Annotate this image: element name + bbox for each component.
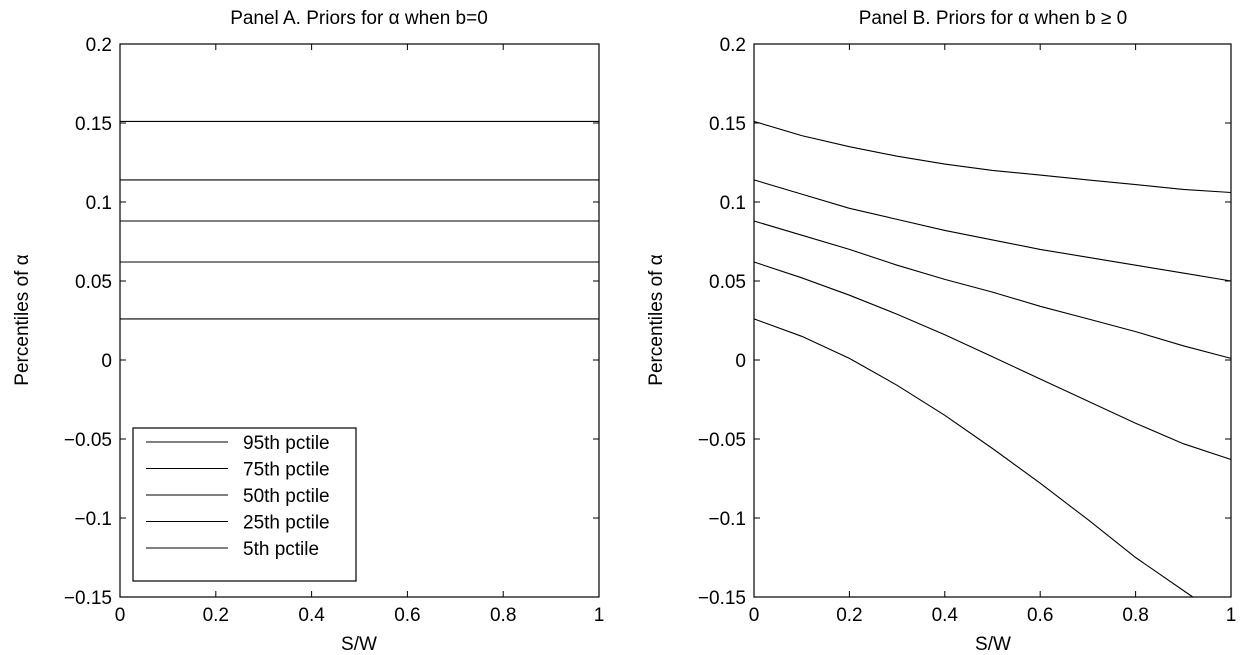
legend-label-75th-pctile: 75th pctile (243, 460, 330, 481)
panel-b-ytick-label: 0 (735, 351, 746, 372)
panel-a-xtick-label: 0.4 (298, 605, 325, 626)
panel-b-axes-box (753, 43, 1232, 598)
panel-b-line-75th-pctile (753, 179, 1232, 282)
panel-b-title: Panel B. Priors for α when b ≥ 0 (859, 8, 1128, 29)
panel-a-ylabel: Percentiles of α (12, 254, 33, 385)
panel-a-ytick-label: −0.05 (64, 430, 112, 451)
panel-b-xtick-label: 0.8 (1122, 605, 1148, 626)
panel-a-ytick-label: 0.1 (86, 193, 112, 214)
panel-b-line-95th-pctile (753, 120, 1232, 194)
panel-b-x-ticks: 0 0.2 0.4 0.6 0.8 1 (749, 44, 1237, 626)
panel-b-xtick-label: 1 (1226, 605, 1237, 626)
panel-b-ytick-label: −0.05 (698, 430, 746, 451)
panel-a-xtick-label: 0.2 (203, 605, 229, 626)
panel-b-xtick-label: 0.4 (932, 605, 959, 626)
panel-a-y-ticks: −0.15 −0.1 −0.05 0 0.05 0.1 0.15 0.2 (64, 35, 599, 609)
legend-label-95th-pctile: 95th pctile (243, 433, 330, 454)
panel-a-lines (120, 120, 599, 320)
legend-label-5th-pctile: 5th pctile (243, 539, 319, 560)
panel-a-ytick-label: 0 (101, 351, 112, 372)
panel-b-ytick-label: 0.2 (720, 35, 746, 56)
panel-a-xtick-label: 0.6 (394, 605, 420, 626)
panel-b-xtick-label: 0 (749, 605, 760, 626)
panel-a-xtick-label: 0.8 (490, 605, 516, 626)
panel-b-ytick-label: −0.15 (698, 588, 746, 609)
panel-b-ytick-label: 0.05 (709, 272, 746, 293)
panel-a-ytick-label: −0.1 (74, 509, 112, 530)
panel-a-ytick-label: 0.15 (75, 114, 112, 135)
panel-b-ylabel: Percentiles of α (646, 254, 667, 385)
legend-box (132, 427, 357, 582)
panel-b-xtick-label: 0.2 (836, 605, 862, 626)
panel-b-line-5th-pctile (753, 318, 1194, 598)
legend: 95th pctile 75th pctile 50th pctile 25th pc… (132, 427, 357, 582)
panel-b: Panel B. Priors for α when b ≥ 0 −0.15−0… (646, 8, 1236, 655)
panel-a-title: Panel A. Priors for α when b=0 (230, 8, 488, 29)
legend-label-50th-pctile: 50th pctile (243, 486, 330, 507)
panel-a-ytick-label: 0.05 (75, 272, 112, 293)
panel-a-ytick-label: −0.15 (64, 588, 112, 609)
panel-b-line-25th-pctile (753, 261, 1232, 461)
panel-a-ytick-label: 0.2 (86, 35, 112, 56)
panel-b-ytick-label: 0.15 (709, 114, 746, 135)
panel-b-y-ticks: −0.15 −0.1 −0.05 0 0.05 0.1 0.15 0.2 (698, 35, 1231, 609)
panel-a-axes-box (119, 43, 600, 598)
panel-b-ytick-label: 0.1 (720, 193, 746, 214)
legend-entries: 95th pctile 75th pctile 50th pctile 25th pc… (146, 433, 330, 560)
panel-b-lines (753, 120, 1232, 598)
panel-b-ytick-label: −0.1 (708, 509, 746, 530)
panel-a-x-ticks: 0 0.2 0.4 0.6 0.8 1 (115, 44, 605, 626)
panel-a-xlabel: S/W (341, 634, 377, 655)
panel-a-xtick-label: 0 (115, 605, 126, 626)
panel-b-xlabel: S/W (975, 634, 1011, 655)
panel-a: Panel A. Priors for α when b=0 −0.15−0.1… (12, 8, 604, 655)
panel-a-xtick-label: 1 (594, 605, 605, 626)
panel-b-xtick-label: 0.6 (1027, 605, 1053, 626)
panel-b-line-50th-pctile (753, 220, 1232, 359)
legend-label-25th-pctile: 25th pctile (243, 513, 330, 534)
